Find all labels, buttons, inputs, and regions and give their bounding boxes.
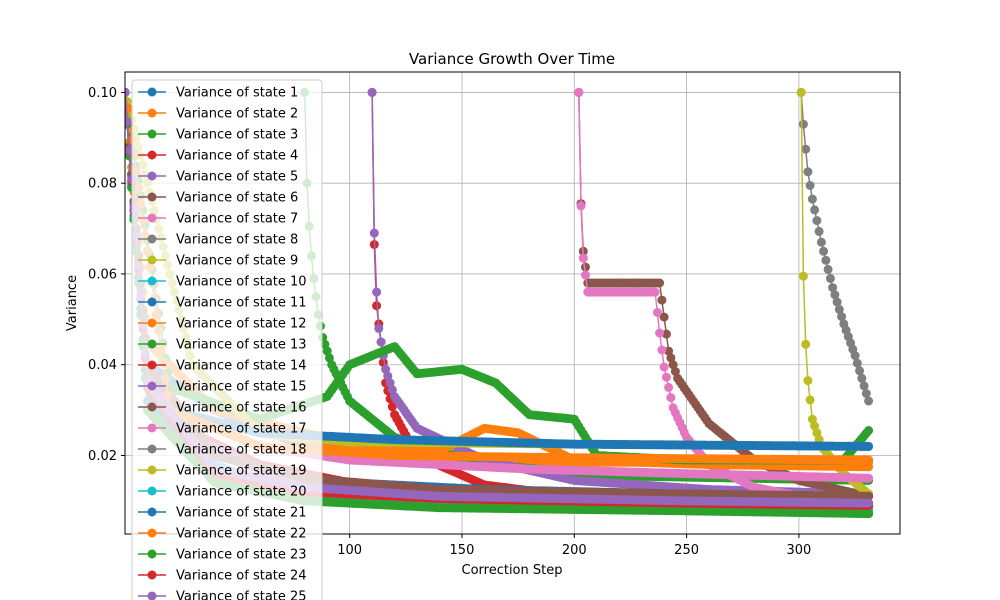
data-point [655, 328, 665, 338]
data-point [855, 366, 865, 376]
data-point [574, 87, 584, 97]
data-point [322, 346, 332, 356]
data-point [823, 264, 833, 274]
data-point [383, 371, 393, 381]
data-point [864, 396, 874, 406]
data-point [803, 376, 813, 386]
data-point [825, 274, 835, 283]
data-point [657, 295, 667, 305]
data-point [837, 312, 847, 322]
data-point [655, 278, 665, 288]
series-8 [796, 87, 874, 406]
data-point [661, 372, 671, 382]
data-point [576, 201, 586, 211]
data-point [664, 382, 674, 392]
data-point [859, 381, 869, 391]
data-point [807, 194, 817, 204]
data-point [816, 237, 826, 247]
data-point [805, 395, 815, 405]
data-point [385, 378, 395, 388]
data-point [581, 270, 590, 280]
data-point [798, 119, 808, 129]
data-point [812, 428, 822, 438]
data-point [810, 421, 820, 431]
data-point [659, 362, 669, 372]
data-point [374, 323, 384, 333]
data-point [666, 393, 676, 403]
data-point [372, 301, 382, 311]
data-point [798, 271, 808, 281]
data-point [861, 389, 871, 398]
data-point [805, 181, 815, 190]
data-point [387, 385, 397, 395]
data-point [864, 462, 874, 472]
data-point [803, 167, 813, 177]
data-point [657, 345, 667, 355]
data-point [320, 339, 330, 349]
data-point [369, 228, 379, 238]
data-point [367, 87, 377, 97]
data-point [578, 253, 588, 263]
data-point [821, 255, 831, 265]
data-point [387, 402, 397, 412]
data-point [801, 339, 811, 349]
data-point [807, 414, 817, 424]
data-point [864, 491, 874, 501]
data-point [864, 473, 874, 483]
data-point [664, 346, 674, 356]
data-point [832, 297, 842, 307]
data-point [652, 308, 662, 317]
data-point [666, 353, 676, 363]
data-point [668, 360, 678, 370]
data-point [830, 290, 840, 300]
data-point [850, 351, 860, 361]
data-point [812, 216, 822, 226]
data-point [796, 87, 806, 97]
data-point [864, 426, 874, 435]
data-point [372, 287, 382, 297]
data-point [828, 283, 838, 293]
data-point [659, 312, 669, 322]
data-point [852, 358, 862, 368]
data-point [324, 353, 334, 363]
data-point [650, 287, 660, 297]
data-point [376, 337, 386, 347]
data-point [381, 364, 391, 374]
data-point [857, 373, 867, 383]
data-point [670, 367, 680, 376]
data-point [810, 205, 820, 215]
data-point [834, 304, 844, 314]
data-point [801, 144, 811, 154]
data-point [819, 246, 829, 256]
data-point [661, 329, 671, 339]
data-point [581, 262, 590, 272]
data-point [814, 226, 824, 236]
